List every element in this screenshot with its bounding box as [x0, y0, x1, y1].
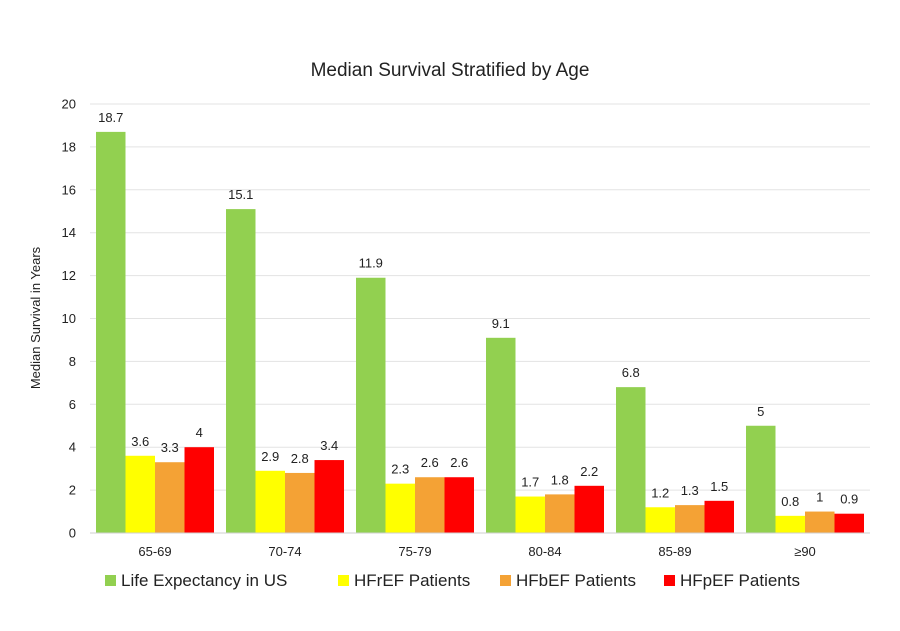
- data-label: 1.8: [551, 472, 569, 487]
- y-tick-label: 2: [69, 483, 76, 498]
- gridlines: [90, 103, 870, 491]
- data-label: 1.7: [521, 475, 539, 490]
- legend-swatch: [664, 575, 675, 586]
- x-tick-label: 65-69: [138, 544, 171, 559]
- bar: [486, 337, 516, 533]
- bar: [675, 505, 705, 533]
- legend-label: Life Expectancy in US: [121, 571, 287, 590]
- data-label: 4: [196, 425, 203, 440]
- bar: [746, 425, 776, 533]
- legend-label: HFpEF Patients: [680, 571, 800, 590]
- bar: [125, 455, 155, 533]
- data-label: 5: [757, 404, 764, 419]
- data-label: 3.3: [161, 440, 179, 455]
- bar: [255, 470, 285, 533]
- data-label: 3.4: [320, 438, 338, 453]
- bar: [226, 209, 256, 534]
- x-tick-label: 80-84: [528, 544, 561, 559]
- bar: [704, 500, 734, 533]
- data-label: 2.2: [580, 464, 598, 479]
- y-tick-label: 14: [62, 225, 76, 240]
- bar: [96, 131, 126, 533]
- y-tick-label: 10: [62, 311, 76, 326]
- data-label: 3.6: [131, 434, 149, 449]
- bar: [155, 462, 185, 533]
- legend-swatch: [105, 575, 116, 586]
- x-tick-label: ≥90: [794, 544, 816, 559]
- data-label: 15.1: [228, 187, 253, 202]
- y-tick-label: 16: [62, 182, 76, 197]
- y-axis: 0 2 4 6 8 10 12 14 16 18 20: [62, 97, 76, 541]
- y-tick-label: 6: [69, 397, 76, 412]
- y-tick-label: 0: [69, 526, 76, 541]
- data-label: 1.2: [651, 485, 669, 500]
- legend-label: HFrEF Patients: [354, 571, 470, 590]
- data-label: 2.6: [450, 455, 468, 470]
- bar: [184, 447, 214, 533]
- data-label: 1.5: [710, 479, 728, 494]
- bar: [645, 507, 675, 533]
- x-tick-label: 75-79: [398, 544, 431, 559]
- legend: Life Expectancy in US HFrEF Patients HFbEF…: [105, 571, 800, 590]
- bar: [285, 472, 315, 533]
- bar: [834, 513, 864, 533]
- bar: [444, 477, 474, 533]
- x-tick-label: 70-74: [268, 544, 301, 559]
- data-label: 2.8: [291, 451, 309, 466]
- data-label: 2.3: [391, 462, 409, 477]
- y-tick-label: 18: [62, 139, 76, 154]
- bar: [775, 515, 805, 533]
- chart-title: Median Survival Stratified by Age: [311, 60, 590, 81]
- y-axis-label: Median Survival in Years: [28, 246, 43, 389]
- bar: [356, 277, 386, 533]
- data-label: 2.9: [261, 449, 279, 464]
- x-tick-label: 85-89: [658, 544, 691, 559]
- legend-swatch: [338, 575, 349, 586]
- data-labels: 18.7 3.6 3.3 4 15.1 2.9 2.8 3.4 11.9 2.3 2.6 2.6 9.1…: [98, 110, 858, 509]
- bar: [805, 511, 835, 533]
- bar: [385, 483, 415, 533]
- data-label: 1: [816, 490, 823, 505]
- legend-label: HFbEF Patients: [516, 571, 636, 590]
- data-label: 1.3: [681, 483, 699, 498]
- bar: [415, 477, 445, 533]
- x-axis: 65-69 70-74 75-79 80-84 85-89 ≥90: [90, 532, 870, 559]
- data-label: 9.1: [492, 316, 510, 331]
- y-tick-label: 12: [62, 268, 76, 283]
- legend-swatch: [500, 575, 511, 586]
- data-label: 2.6: [421, 455, 439, 470]
- y-tick-label: 8: [69, 354, 76, 369]
- bars: [96, 131, 864, 534]
- bar: [574, 485, 604, 533]
- data-label: 6.8: [622, 365, 640, 380]
- bar: [545, 494, 575, 533]
- data-label: 18.7: [98, 110, 123, 125]
- data-label: 0.8: [781, 494, 799, 509]
- bar: [616, 387, 646, 533]
- data-label: 11.9: [359, 256, 383, 271]
- data-label: 0.9: [840, 492, 858, 507]
- y-tick-label: 4: [69, 440, 76, 455]
- bar: [314, 460, 344, 533]
- bar: [515, 496, 545, 533]
- y-tick-label: 20: [62, 97, 76, 112]
